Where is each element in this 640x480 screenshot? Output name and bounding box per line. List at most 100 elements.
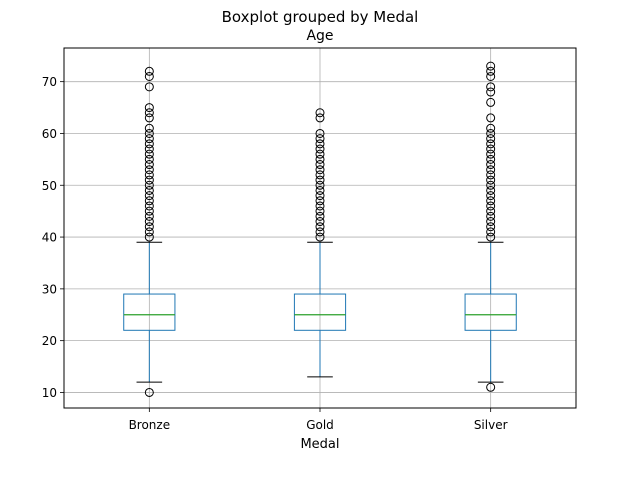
outlier-point	[486, 227, 496, 237]
outlier-point	[486, 66, 496, 76]
outlier-point	[486, 123, 496, 133]
outlier-point	[315, 211, 325, 221]
outlier-point	[144, 227, 154, 237]
outlier-point	[315, 180, 325, 190]
x-tick-label: Bronze	[129, 418, 171, 432]
outlier-point	[144, 66, 154, 76]
outlier-point	[315, 227, 325, 237]
outlier-point	[486, 175, 496, 185]
outlier-point	[315, 128, 325, 138]
outlier-point	[486, 180, 496, 190]
y-tick-label: 70	[42, 75, 57, 89]
outlier-point	[315, 154, 325, 164]
outlier-point	[486, 211, 496, 221]
outlier-point	[144, 108, 154, 118]
outlier-point	[486, 71, 496, 81]
iqr-box	[293, 293, 347, 331]
outlier-point	[486, 113, 496, 123]
outlier-point	[315, 113, 325, 123]
outlier-point	[144, 232, 154, 242]
outlier-point	[486, 97, 496, 107]
iqr-box	[464, 293, 517, 331]
outlier-point	[315, 149, 325, 159]
outlier-point	[315, 232, 325, 242]
outlier-point	[144, 103, 154, 113]
outlier-point	[486, 170, 496, 180]
x-tick-label: Gold	[306, 418, 334, 432]
outlier-point	[486, 144, 496, 154]
outlier-point	[486, 217, 496, 227]
x-axis-label: Medal	[300, 437, 339, 452]
outlier-point	[315, 160, 325, 170]
box-group-bronze	[123, 66, 176, 397]
y-tick-label: 20	[42, 334, 57, 348]
outlier-point	[144, 139, 154, 149]
outlier-point	[486, 160, 496, 170]
outlier-point	[315, 201, 325, 211]
outlier-point	[486, 201, 496, 211]
chart-title: Age	[306, 28, 333, 44]
outlier-point	[144, 191, 154, 201]
outlier-point	[315, 222, 325, 232]
outlier-point	[315, 185, 325, 195]
outlier-point	[315, 165, 325, 175]
outlier-point	[144, 123, 154, 133]
outlier-point	[315, 170, 325, 180]
outlier-point	[315, 175, 325, 185]
outlier-point	[144, 201, 154, 211]
y-tick-label: 30	[42, 282, 57, 296]
boxes	[123, 61, 517, 397]
outlier-point	[486, 154, 496, 164]
outlier-point	[315, 217, 325, 227]
outlier-point	[144, 113, 154, 123]
outlier-point	[486, 206, 496, 216]
outlier-point	[315, 144, 325, 154]
outlier-point	[144, 128, 154, 138]
box-group-gold	[293, 108, 347, 378]
x-tick-label: Silver	[474, 418, 508, 432]
outlier-point	[486, 149, 496, 159]
outlier-point	[144, 222, 154, 232]
outlier-point	[486, 196, 496, 206]
outlier-point	[144, 196, 154, 206]
outlier-point	[144, 180, 154, 190]
outlier-point	[486, 185, 496, 195]
outlier-point	[144, 82, 154, 92]
outlier-point	[144, 175, 154, 185]
outlier-point	[144, 387, 154, 397]
outlier-point	[486, 222, 496, 232]
outlier-point	[144, 134, 154, 144]
outlier-point	[486, 165, 496, 175]
outlier-point	[144, 206, 154, 216]
outlier-point	[486, 134, 496, 144]
outlier-point	[486, 128, 496, 138]
outlier-point	[315, 134, 325, 144]
outlier-point	[486, 87, 496, 97]
outlier-point	[486, 232, 496, 242]
plot-frame	[63, 47, 577, 409]
x-axis: Bronze Gold Silver	[129, 408, 508, 432]
outlier-point	[315, 108, 325, 118]
outlier-point	[486, 139, 496, 149]
outlier-point	[486, 61, 496, 71]
iqr-box	[123, 293, 176, 331]
y-tick-label: 40	[42, 231, 57, 245]
outlier-point	[315, 139, 325, 149]
outlier-point	[144, 71, 154, 81]
outlier-point	[144, 165, 154, 175]
outlier-point	[486, 382, 496, 392]
y-axis: 10 20 30 40 50 60 70	[42, 75, 64, 400]
outlier-point	[144, 149, 154, 159]
outlier-point	[486, 191, 496, 201]
y-tick-label: 50	[42, 179, 57, 193]
outlier-point	[315, 196, 325, 206]
outlier-point	[144, 211, 154, 221]
y-tick-label: 10	[42, 386, 57, 400]
outlier-point	[144, 144, 154, 154]
outlier-point	[486, 82, 496, 92]
chart-suptitle: Boxplot grouped by Medal	[222, 8, 419, 26]
outlier-point	[315, 206, 325, 216]
outlier-point	[315, 191, 325, 201]
outlier-point	[144, 185, 154, 195]
